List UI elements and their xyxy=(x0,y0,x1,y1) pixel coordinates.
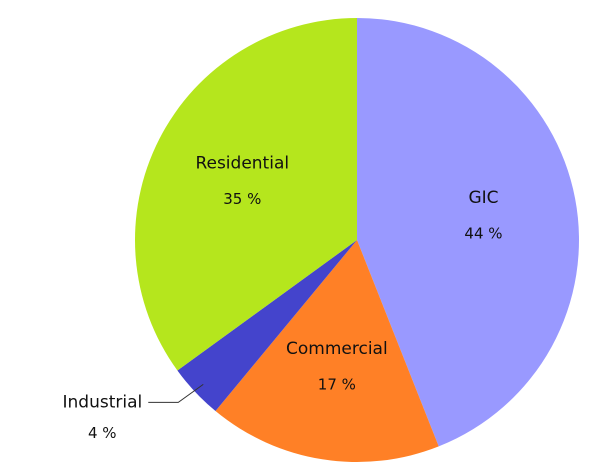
slice-value-label: 35 % xyxy=(223,190,261,208)
slice-value-label: 17 % xyxy=(318,376,356,394)
leader-line xyxy=(148,383,204,403)
slice-label: Commercial xyxy=(286,339,388,359)
pie-slice xyxy=(357,18,580,447)
pie-slice xyxy=(135,18,357,371)
slice-label: GIC xyxy=(468,188,498,208)
slice-value-label: 4 % xyxy=(88,424,117,442)
pie-slice xyxy=(215,240,439,462)
slice-label: Industrial xyxy=(63,392,143,412)
slice-value-label: 44 % xyxy=(464,224,502,242)
slice-label: Residential xyxy=(195,154,289,174)
pie-slice xyxy=(177,240,357,412)
